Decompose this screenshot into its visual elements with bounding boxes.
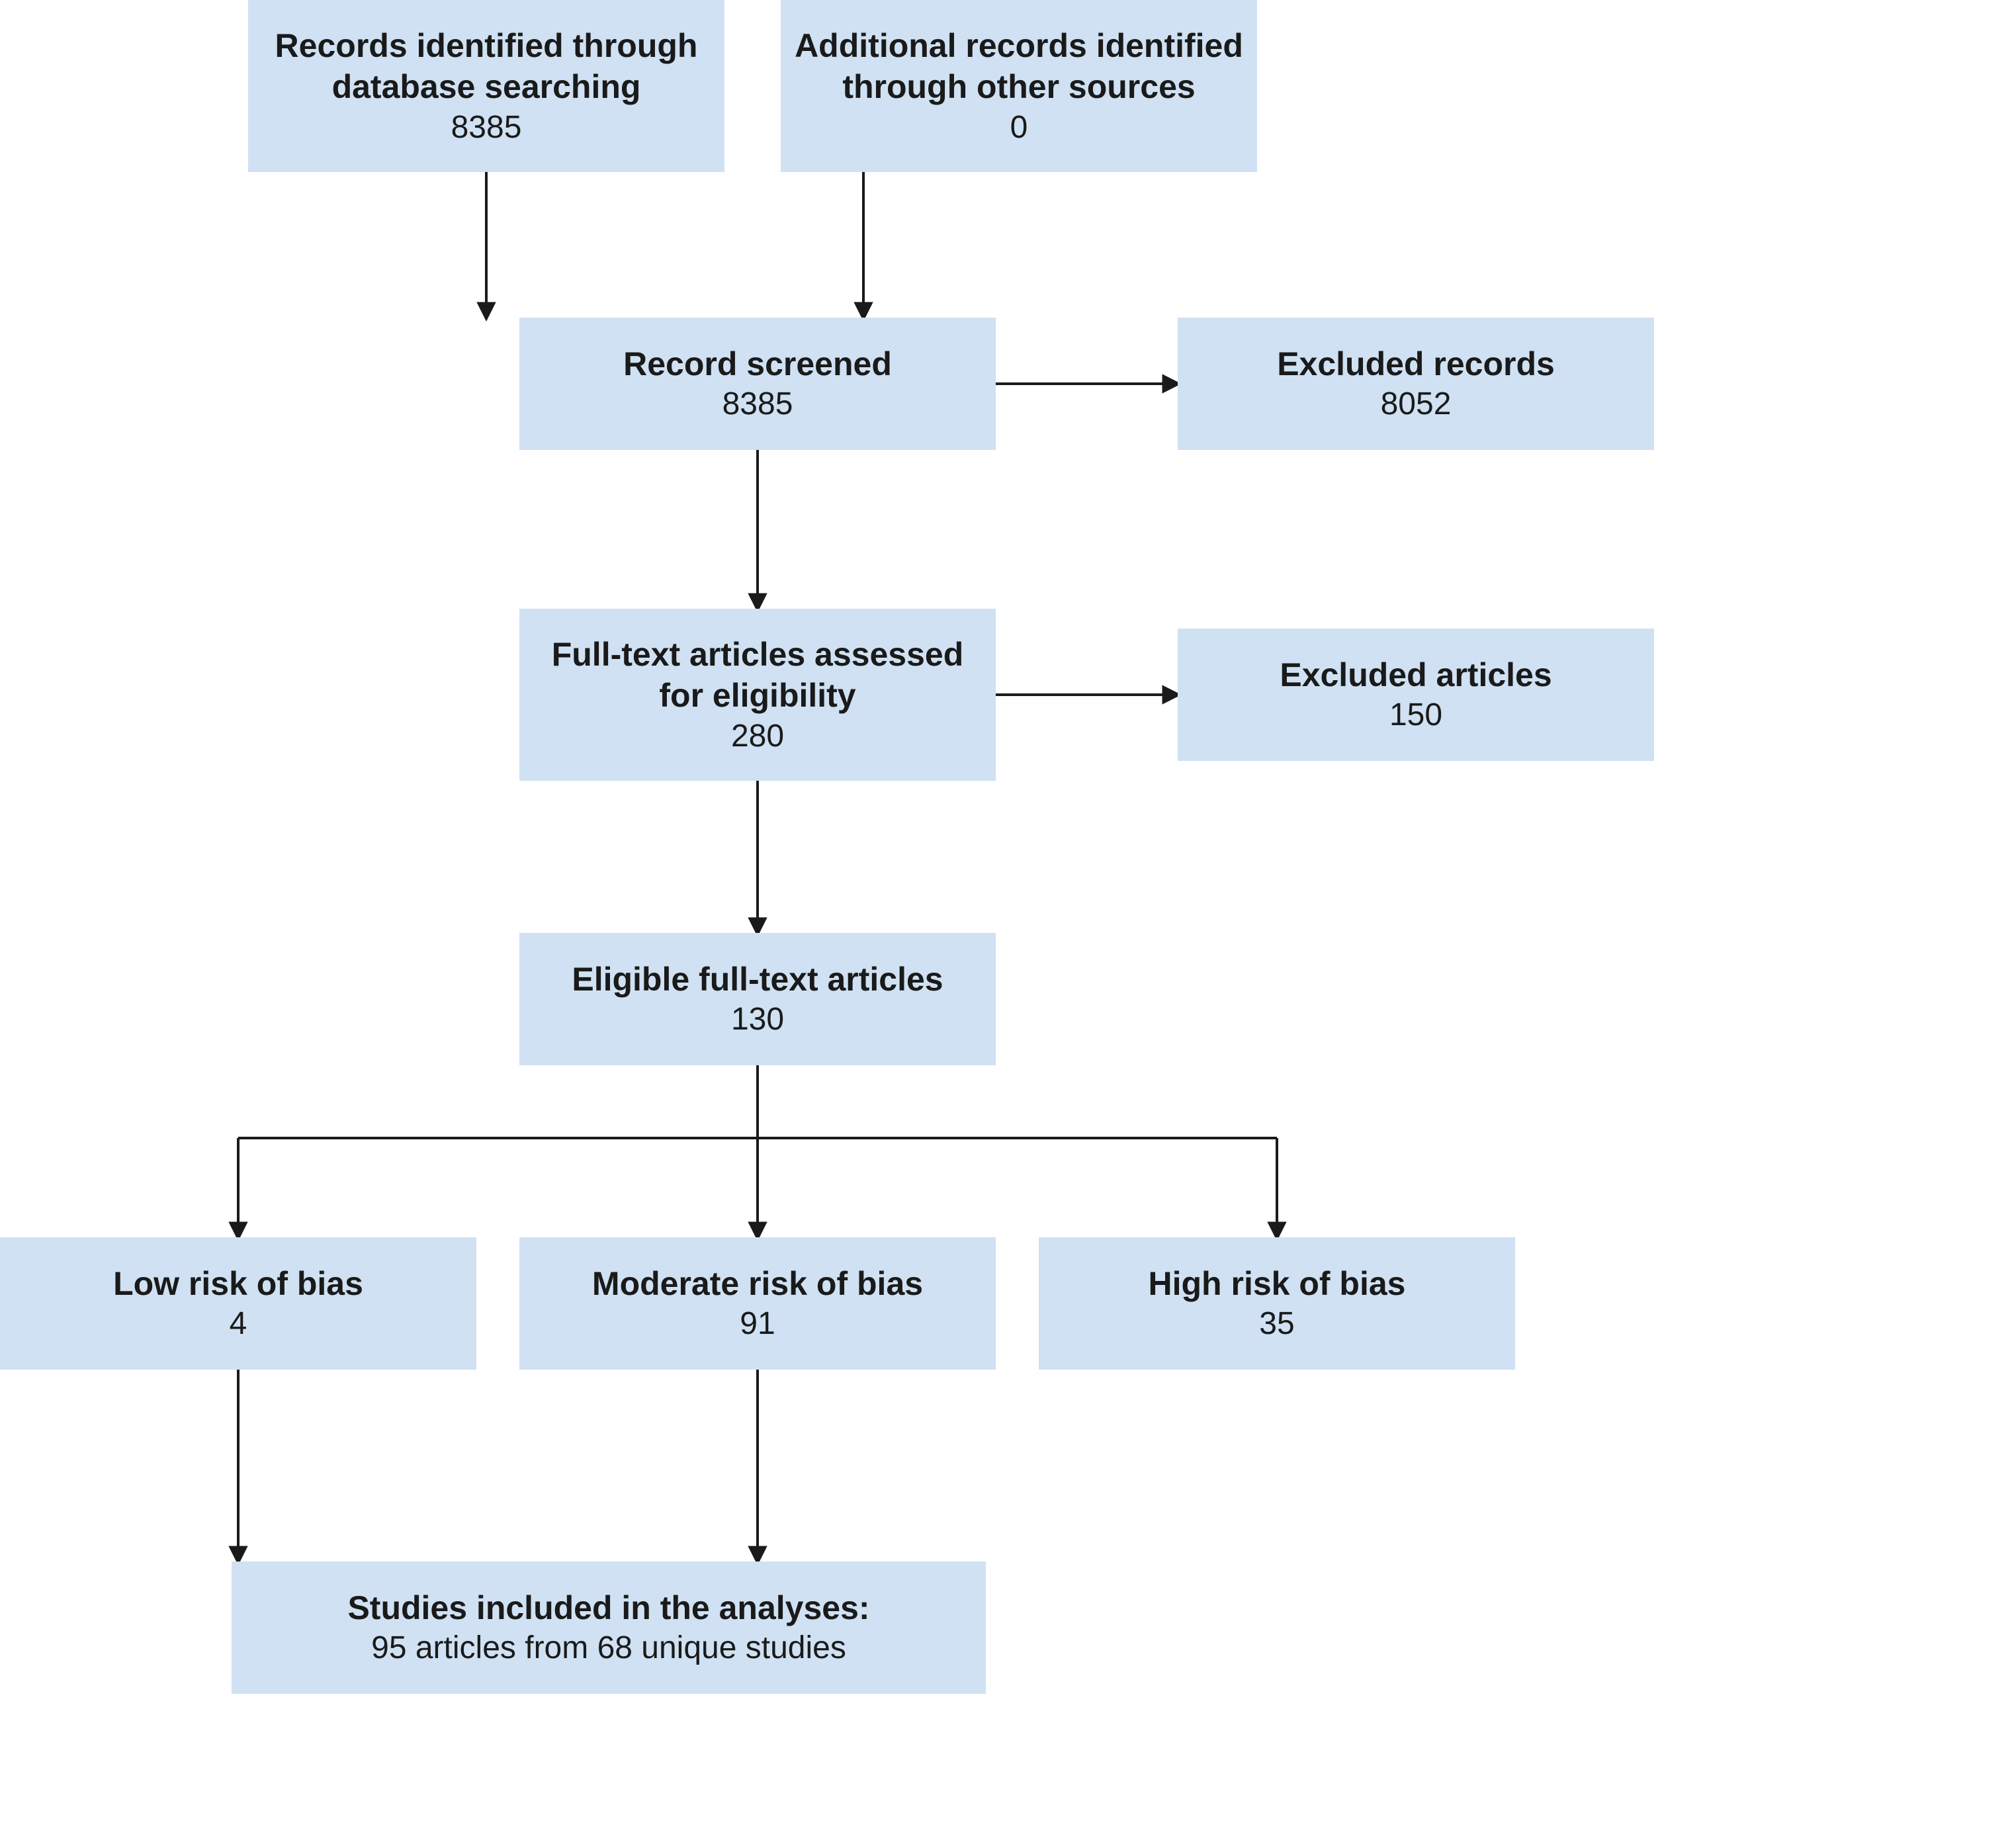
node-value: 130 [731,1000,784,1039]
node-title: Records identified through database sear… [261,25,711,108]
node-low_bias: Low risk of bias4 [0,1237,476,1370]
node-fulltext: Full-text articles assessed for eligibil… [519,609,996,781]
node-value: 35 [1259,1304,1294,1344]
node-value: 91 [740,1304,775,1344]
node-title: Additional records identified through ot… [794,25,1244,108]
node-title: Excluded records [1277,343,1555,385]
node-eligible: Eligible full-text articles130 [519,933,996,1065]
node-title: Excluded articles [1280,654,1552,696]
node-excl_articles: Excluded articles150 [1178,629,1654,761]
node-high_bias: High risk of bias35 [1039,1237,1515,1370]
node-db_search: Records identified through database sear… [248,0,724,172]
node-title: Low risk of bias [113,1263,363,1305]
node-value: 0 [1010,108,1028,148]
node-value: 8052 [1381,384,1452,424]
prisma-flowchart: Records identified through database sear… [0,0,2012,1848]
node-title: Moderate risk of bias [592,1263,923,1305]
node-included: Studies included in the analyses:95 arti… [232,1562,986,1694]
node-other_src: Additional records identified through ot… [781,0,1257,172]
node-value: 280 [731,717,784,756]
node-title: Record screened [623,343,892,385]
node-mod_bias: Moderate risk of bias91 [519,1237,996,1370]
node-value: 150 [1389,695,1442,735]
node-excl_records: Excluded records8052 [1178,318,1654,450]
node-value: 4 [230,1304,247,1344]
node-value: 8385 [722,384,793,424]
node-screened: Record screened8385 [519,318,996,450]
node-value: 8385 [451,108,522,148]
node-title: Eligible full-text articles [572,959,943,1000]
node-title: Studies included in the analyses: [347,1587,869,1629]
node-value: 95 articles from 68 unique studies [371,1628,846,1668]
node-title: High risk of bias [1149,1263,1406,1305]
node-title: Full-text articles assessed for eligibil… [533,634,983,717]
